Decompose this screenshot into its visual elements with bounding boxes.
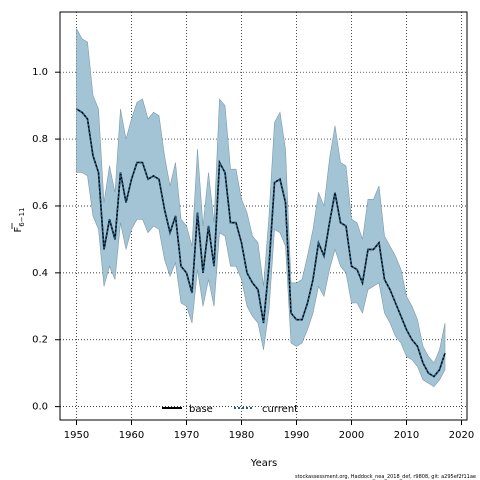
legend: base current xyxy=(162,404,298,415)
y-tick-label: 1.0 xyxy=(32,67,48,78)
y-axis-title: F6−11 xyxy=(11,208,26,233)
series-line-base xyxy=(76,108,446,378)
plot-frame xyxy=(59,11,468,421)
x-axis: 1950 1960 1970 1980 1990 2000 2010 2020 xyxy=(64,420,474,441)
x-tick-label: 1990 xyxy=(284,430,309,441)
y-tick-label: 0.4 xyxy=(32,268,48,279)
y-axis-title-sub: 6−11 xyxy=(18,208,26,227)
y-axis-title-main: F xyxy=(13,227,24,233)
x-tick-label: 1960 xyxy=(119,430,144,441)
footnote: stockassessment.org, Haddock_nea_2018_de… xyxy=(295,474,476,480)
x-tick-label: 2020 xyxy=(449,430,474,441)
y-tick-label: 0.8 xyxy=(32,134,48,145)
x-tick-label: 2000 xyxy=(339,430,364,441)
x-axis-title: Years xyxy=(250,458,277,469)
y-tick-label: 0.6 xyxy=(32,201,48,212)
legend-label-current: current xyxy=(262,404,298,415)
x-tick-label: 2010 xyxy=(394,430,419,441)
y-axis: 0.0 0.2 0.4 0.6 0.8 1.0 xyxy=(32,67,60,413)
y-tick-label: 0.0 xyxy=(32,402,48,413)
x-tick-label: 1980 xyxy=(229,430,254,441)
confidence-band xyxy=(76,28,446,387)
y-tick-label: 0.2 xyxy=(32,335,48,346)
legend-label-base: base xyxy=(189,404,213,415)
x-tick-label: 1970 xyxy=(174,430,199,441)
x-tick-label: 1950 xyxy=(64,430,89,441)
svg-text:F6−11: F6−11 xyxy=(13,208,26,233)
